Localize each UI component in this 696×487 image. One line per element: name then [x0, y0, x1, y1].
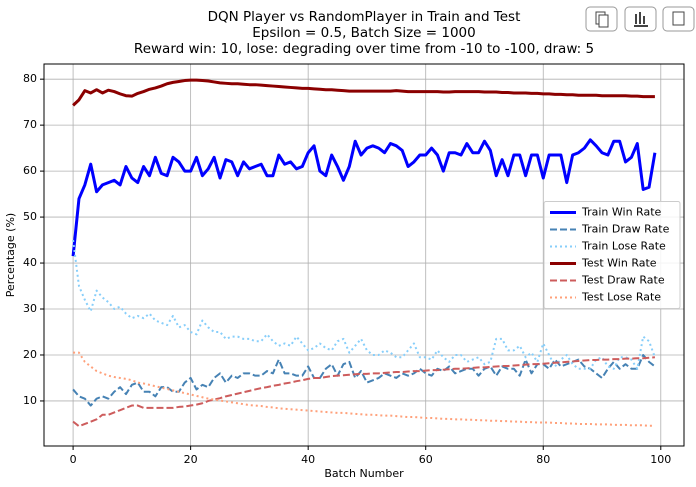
- y-tick-label: 80: [23, 72, 37, 85]
- series-line: [72, 78, 655, 107]
- y-tick-label: 30: [23, 302, 37, 315]
- series-line: [71, 138, 657, 257]
- legend-label: Test Lose Rate: [581, 291, 661, 304]
- chart-subtitle: Epsilon = 0.5, Batch Size = 1000: [252, 25, 475, 41]
- chart-title: DQN Player vs RandomPlayer in Train and …: [208, 9, 521, 25]
- legend-label: Test Win Rate: [581, 257, 657, 270]
- legend-label: Train Lose Rate: [581, 240, 666, 253]
- save-icon: [672, 11, 685, 26]
- x-tick-label: 40: [301, 453, 315, 466]
- chart-icon: [634, 12, 648, 27]
- x-tick-label: 100: [650, 453, 671, 466]
- toolbar: [585, 6, 695, 32]
- y-tick-label: 40: [23, 256, 37, 269]
- legend-label: Test Draw Rate: [581, 274, 665, 287]
- series-line: [72, 356, 655, 428]
- y-tick-label: 60: [23, 164, 37, 177]
- copy-icon: [598, 14, 609, 28]
- legend-box: [543, 201, 681, 309]
- x-tick-label: 20: [184, 453, 198, 466]
- x-tick-label: 60: [419, 453, 433, 466]
- y-tick-label: 70: [23, 118, 37, 131]
- x-tick-label: 0: [70, 453, 77, 466]
- series-line: [72, 239, 656, 370]
- plot-frame: [43, 63, 685, 447]
- legend-label: Train Draw Rate: [581, 223, 670, 236]
- legend: Train Win Rate Train Draw Rate Train Lose …: [543, 201, 681, 309]
- y-tick-label: 50: [23, 210, 37, 223]
- y-tick-label: 10: [23, 394, 37, 407]
- chart-subtitle: Reward win: 10, lose: degrading over tim…: [134, 41, 594, 57]
- legend-label: Train Win Rate: [581, 206, 662, 219]
- x-axis-label: Batch Number: [324, 467, 404, 480]
- x-tick-label: 80: [536, 453, 550, 466]
- save-button[interactable]: [662, 6, 695, 32]
- y-tick-label: 20: [23, 348, 37, 361]
- y-axis-label: Percentage (%): [4, 213, 17, 297]
